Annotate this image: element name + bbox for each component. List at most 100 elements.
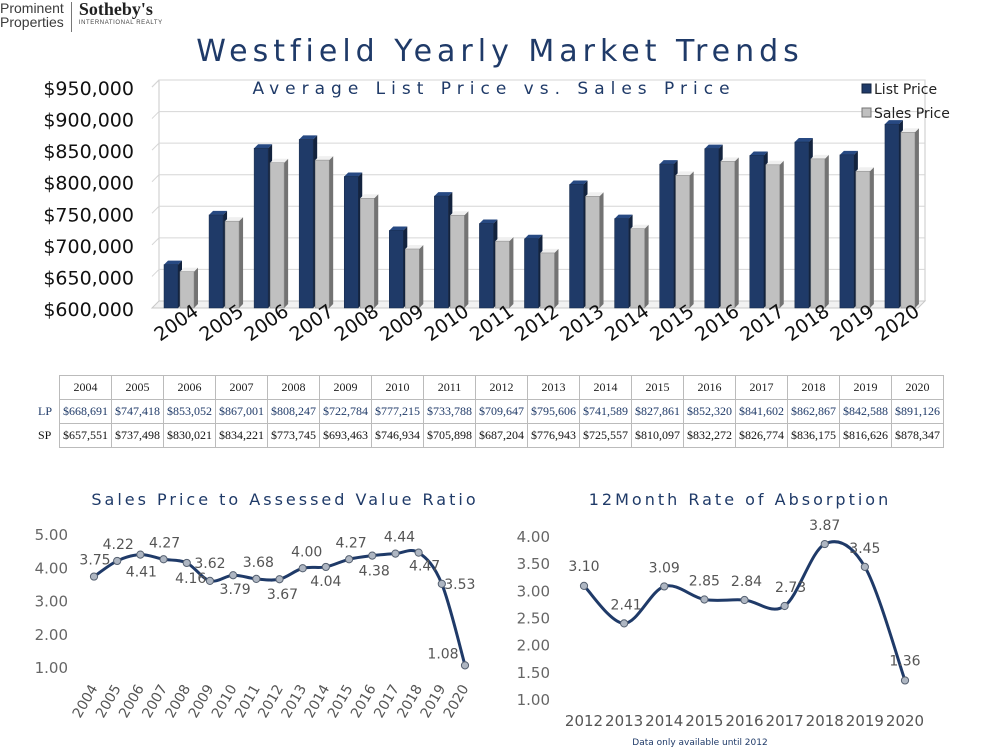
bar-front	[614, 218, 629, 309]
data-point	[89, 572, 99, 581]
brand-logo: Prominent Properties Sotheby's INTERNATI…	[0, 0, 163, 32]
bar-front	[224, 220, 240, 309]
bar-sales-price	[269, 158, 289, 309]
bar-side	[329, 156, 334, 308]
bar-list-price	[298, 135, 318, 309]
x-tick-label: 2015	[685, 712, 723, 730]
table-header-cell: 2020	[891, 375, 944, 400]
bar-sales-price	[224, 217, 244, 309]
bar-top	[884, 120, 903, 125]
bar-side	[914, 128, 919, 308]
bar-side	[419, 244, 424, 308]
data-point	[740, 595, 749, 605]
data-point	[780, 601, 789, 611]
bar-list-price	[208, 210, 228, 309]
bar-front	[405, 248, 420, 309]
bar-sales-price	[359, 194, 379, 309]
bar-top	[360, 194, 379, 199]
gridline-depth	[151, 111, 160, 119]
bar-top	[900, 128, 919, 133]
table-cell-lp: $841,602	[735, 399, 788, 424]
bar-side	[554, 248, 559, 308]
bar-front	[810, 158, 826, 309]
bar-side	[374, 194, 379, 308]
brand-line1: Prominent	[0, 0, 64, 16]
bar-front	[855, 170, 871, 309]
data-label: 1.36	[889, 653, 920, 669]
brand-sub: INTERNATIONAL REALTY	[78, 20, 163, 26]
bar-top	[299, 135, 318, 140]
table-cell-lp: $808,247	[267, 399, 320, 424]
bar-list-price	[704, 144, 723, 309]
bar-top	[254, 144, 273, 149]
data-point	[344, 555, 354, 564]
bar-top	[389, 226, 408, 231]
bar-top	[839, 150, 858, 155]
data-point	[113, 556, 122, 566]
data-point	[860, 562, 869, 571]
bar-sales-price	[450, 211, 469, 309]
table-cell-sp: $834,221	[215, 423, 268, 448]
bar-front	[524, 238, 539, 309]
data-label: 4.38	[359, 564, 390, 580]
bar-front	[794, 141, 810, 309]
bar-top	[749, 151, 768, 156]
bar-front	[630, 228, 645, 309]
data-label: 4.04	[310, 574, 341, 590]
row-label	[35, 376, 60, 400]
y-tick-label: 1.00	[517, 691, 550, 709]
table-cell-sp: $832,272	[683, 423, 736, 448]
bar-front	[269, 162, 285, 309]
table-cell-sp: $693,463	[319, 423, 372, 448]
ratio-chart: Sales Price to Assessed Value Ratio 1.00 2…	[35, 490, 476, 721]
table-header-cell: 2019	[839, 375, 892, 400]
bar-list-price	[569, 180, 588, 309]
data-label: 3.53	[444, 577, 475, 593]
table-cell-lp: $709,647	[475, 399, 528, 424]
bar-top	[225, 217, 244, 222]
bar-sales-price	[720, 157, 739, 309]
bar-sales-price	[405, 244, 424, 309]
data-point	[298, 564, 307, 573]
table-cell-lp: $733,788	[423, 399, 476, 424]
data-point	[252, 574, 261, 583]
bar-front	[659, 163, 674, 309]
bar-front	[343, 176, 359, 309]
y-tick-label: $850,000	[43, 141, 134, 163]
gridline-depth	[151, 269, 160, 277]
bar-front	[479, 223, 494, 309]
bar-top	[585, 192, 604, 197]
bar-front	[585, 196, 600, 309]
bar-top	[450, 211, 469, 216]
bar-sales-price	[585, 192, 604, 309]
table-cell-sp: $836,175	[787, 423, 840, 448]
table-header-cell: 2017	[735, 375, 788, 400]
table-header-cell: 2006	[163, 375, 216, 400]
legend-label: Sales Price	[874, 106, 950, 122]
page-title: Westfield Yearly Market Trends	[196, 34, 804, 69]
bar-sales-price	[179, 267, 198, 309]
bar-top	[209, 210, 228, 215]
bar-top	[524, 234, 543, 239]
y-tick-label: $800,000	[43, 173, 134, 195]
bar-list-price	[163, 260, 182, 309]
table-header-cell: 2012	[475, 375, 528, 400]
bar-top	[540, 248, 559, 253]
y-tick-label: $700,000	[43, 236, 134, 258]
table-header-cell: 2010	[371, 375, 424, 400]
table-cell-sp: $687,204	[475, 423, 528, 448]
data-label: 4.27	[335, 535, 366, 551]
y-tick-label: 3.00	[35, 593, 68, 611]
table-cell-lp: $747,418	[111, 399, 164, 424]
y-tick-label: 2.00	[35, 626, 68, 644]
bar-top	[270, 158, 289, 163]
table-cell-lp: $668,691	[59, 399, 112, 424]
table-cell-sp: $773,745	[267, 423, 320, 448]
absorption-chart: 12Month Rate of Absorption 1.00 1.50 2.00 2.…	[517, 490, 925, 748]
data-label: 4.00	[291, 544, 322, 560]
table-cell-lp: $741,589	[579, 399, 632, 424]
table-cell-sp: $737,498	[111, 423, 164, 448]
data-label: 3.09	[649, 560, 680, 576]
bar-front	[163, 264, 179, 309]
bar-side	[284, 158, 289, 308]
